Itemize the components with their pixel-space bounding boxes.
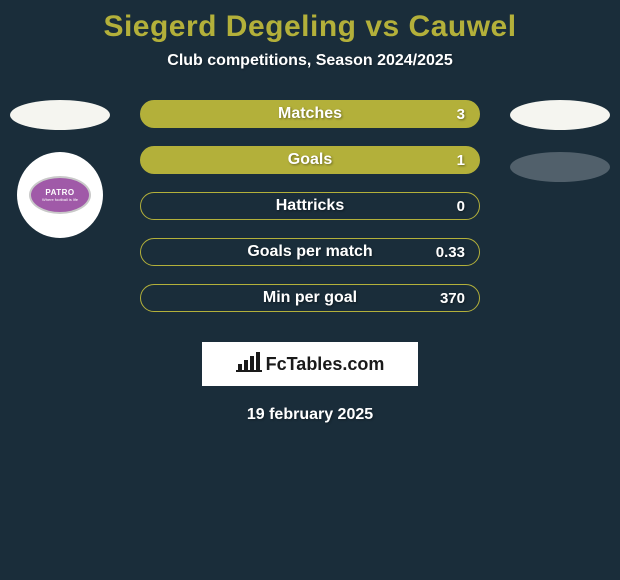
stat-value: 0.33 bbox=[436, 244, 465, 261]
club-badge-left-inner: PATRO Where football is life bbox=[29, 176, 91, 214]
stat-label: Goals bbox=[288, 151, 332, 169]
club-badge-text: PATRO bbox=[45, 188, 74, 197]
stat-label: Goals per match bbox=[247, 243, 372, 261]
stat-value: 370 bbox=[440, 290, 465, 307]
stat-bar-matches: Matches 3 bbox=[140, 100, 480, 128]
stat-value: 0 bbox=[457, 198, 465, 215]
player-left-placeholder bbox=[10, 100, 110, 130]
player-left-col: PATRO Where football is life bbox=[0, 100, 120, 238]
stat-bar-hattricks: Hattricks 0 bbox=[140, 192, 480, 220]
brand-text: FcTables.com bbox=[266, 354, 385, 375]
club-badge-left: PATRO Where football is life bbox=[17, 152, 103, 238]
club-right-placeholder bbox=[510, 152, 610, 182]
stat-value: 3 bbox=[457, 106, 465, 123]
stat-bar-min-per-goal: Min per goal 370 bbox=[140, 284, 480, 312]
date-text: 19 february 2025 bbox=[0, 406, 620, 424]
club-badge-subtext: Where football is life bbox=[42, 197, 78, 202]
stat-bar-goals: Goals 1 bbox=[140, 146, 480, 174]
page-title: Siegerd Degeling vs Cauwel bbox=[0, 0, 620, 44]
brand-box[interactable]: FcTables.com bbox=[202, 342, 418, 386]
player-right-placeholder bbox=[510, 100, 610, 130]
stat-label: Min per goal bbox=[263, 289, 357, 307]
bar-chart-icon bbox=[236, 352, 262, 377]
subtitle: Club competitions, Season 2024/2025 bbox=[0, 52, 620, 70]
stat-bar-goals-per-match: Goals per match 0.33 bbox=[140, 238, 480, 266]
stat-value: 1 bbox=[457, 152, 465, 169]
stat-label: Hattricks bbox=[276, 197, 344, 215]
stat-bars: Matches 3 Goals 1 Hattricks 0 Goals per … bbox=[140, 100, 480, 312]
player-right-col bbox=[500, 100, 620, 204]
comparison-content: PATRO Where football is life Matches 3 G… bbox=[0, 100, 620, 424]
stat-label: Matches bbox=[278, 105, 342, 123]
